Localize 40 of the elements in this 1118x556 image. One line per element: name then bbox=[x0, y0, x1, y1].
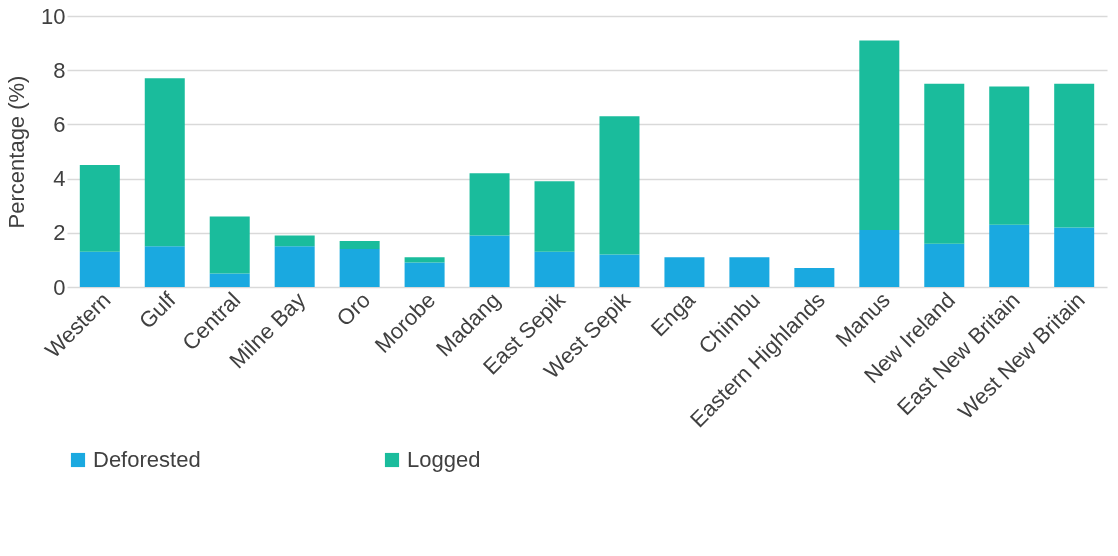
bar bbox=[989, 224, 1030, 287]
y-tick-label: 2 bbox=[53, 220, 66, 246]
bar bbox=[924, 83, 965, 244]
bar bbox=[274, 235, 315, 247]
bar bbox=[534, 251, 575, 287]
legend-label: Logged bbox=[407, 447, 481, 472]
bar bbox=[664, 257, 705, 287]
bar bbox=[79, 165, 120, 252]
bar bbox=[404, 262, 445, 287]
y-tick-label: 8 bbox=[53, 57, 66, 83]
bar bbox=[274, 246, 315, 287]
y-tick-label: 0 bbox=[53, 274, 66, 300]
bar bbox=[144, 78, 185, 247]
y-tick-label: 6 bbox=[53, 111, 66, 137]
y-tick-label: 4 bbox=[53, 166, 66, 192]
bar bbox=[209, 273, 250, 287]
y-axis-title: Percentage (%) bbox=[4, 75, 30, 229]
x-tick-label: Gulf bbox=[134, 286, 181, 334]
x-tick-label: Oro bbox=[331, 287, 376, 331]
legend-label: Deforested bbox=[93, 447, 201, 472]
bar bbox=[339, 249, 380, 287]
bar bbox=[989, 86, 1030, 225]
bar bbox=[599, 254, 640, 287]
bar bbox=[404, 257, 445, 263]
bar bbox=[859, 230, 900, 287]
y-tick-label: 10 bbox=[41, 3, 66, 29]
bar bbox=[209, 216, 250, 274]
bar bbox=[1054, 83, 1095, 228]
bar bbox=[729, 257, 770, 287]
bar bbox=[599, 116, 640, 255]
bar bbox=[1054, 227, 1095, 287]
bar bbox=[79, 251, 120, 287]
bar bbox=[339, 240, 380, 250]
bar bbox=[924, 243, 965, 287]
bar bbox=[144, 246, 185, 287]
bar bbox=[469, 173, 510, 236]
bar bbox=[859, 40, 900, 231]
bar bbox=[469, 235, 510, 287]
bar bbox=[534, 181, 575, 252]
bar bbox=[794, 268, 835, 287]
